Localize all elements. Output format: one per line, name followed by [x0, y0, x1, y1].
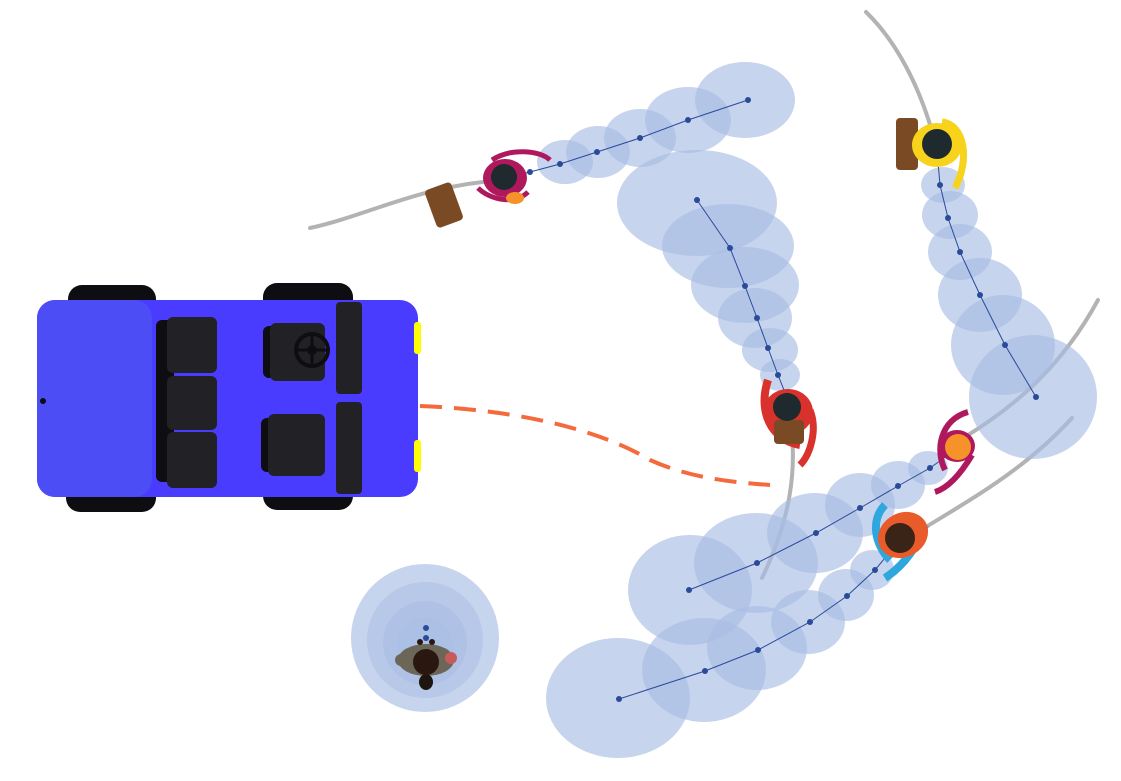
- pedestrian-orange-hair: [933, 409, 975, 495]
- pedestrian-standing: [395, 639, 457, 690]
- pedestrian-blue-shirt: [871, 502, 929, 582]
- pedestrian-red-shirt: [760, 378, 817, 468]
- briefcase-icon: [425, 182, 463, 228]
- head-icon: [413, 649, 439, 675]
- ego-vehicle: [37, 283, 421, 512]
- head-icon: [922, 129, 952, 159]
- front-seat-passenger: [268, 414, 325, 476]
- pedestrian-magenta-shirt: [425, 149, 552, 228]
- rear-seat-middle: [167, 376, 217, 430]
- prediction-orange-agent: [628, 447, 959, 645]
- headlight-left: [414, 322, 421, 354]
- vehicle-cargo-bed: [37, 300, 152, 497]
- vehicle-planned-path: [419, 404, 771, 487]
- backpack-icon: [774, 420, 804, 444]
- prediction-magenta-agent: [504, 62, 795, 184]
- rear-seat-bottom: [167, 432, 217, 488]
- dashboard-lower: [336, 402, 362, 494]
- briefcase-icon: [896, 118, 918, 170]
- head-icon: [773, 393, 801, 421]
- prediction-yellow-agent: [921, 149, 1097, 459]
- prediction-red-agent: [617, 150, 800, 401]
- prediction-blue-agent: [546, 539, 901, 758]
- head-icon: [885, 523, 915, 553]
- history-trail-yellow-agent: [864, 10, 937, 144]
- steering-wheel-icon: [294, 332, 330, 368]
- rear-seat-top: [167, 317, 217, 373]
- tailgate-handle: [40, 398, 46, 404]
- head-icon: [491, 164, 517, 190]
- dashboard-upper: [336, 302, 362, 394]
- pedestrian-yellow-shirt: [896, 118, 968, 190]
- history-trail-magenta-agent: [308, 178, 507, 230]
- head-icon: [945, 434, 971, 460]
- headlight-right: [414, 440, 421, 472]
